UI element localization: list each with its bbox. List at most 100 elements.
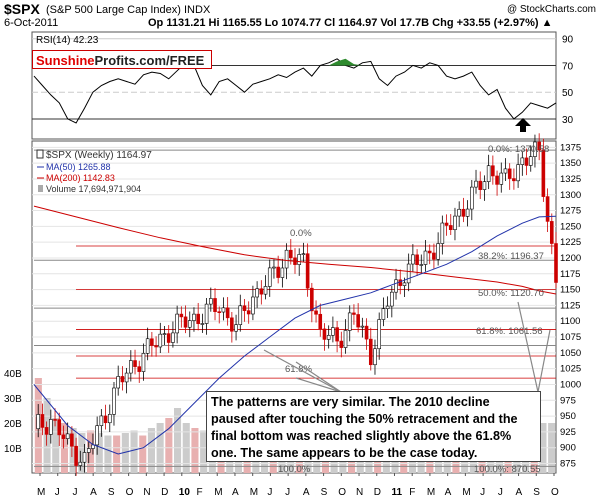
x-tick-label: S <box>321 487 328 498</box>
ma200-line <box>33 205 557 295</box>
volume-tick-label: 20B <box>4 419 22 430</box>
candle-body <box>196 313 200 324</box>
pointer-line-5 <box>537 329 551 393</box>
pointer-line-4 <box>517 301 539 393</box>
price-tick-label: 925 <box>560 427 576 438</box>
candle-body <box>470 186 474 210</box>
x-tick-label: S <box>108 487 115 498</box>
fib-label-382: 38.2%: 1196.37 <box>478 251 544 262</box>
rsi-line <box>33 58 557 124</box>
candle-body <box>305 253 310 289</box>
candle-body <box>246 310 251 315</box>
price-tick-label: 1200 <box>560 253 581 264</box>
candle-body <box>364 325 369 340</box>
x-tick-label: D <box>374 487 381 498</box>
candle-body <box>120 376 125 383</box>
candle-body <box>339 340 344 348</box>
rsi-legend: RSI(14) 42.23 <box>36 35 99 46</box>
rsi-ticks: 90 70 50 30 <box>562 35 574 126</box>
candle-body <box>86 448 91 453</box>
candle-body <box>129 360 133 374</box>
banner-part2: Profits.com/FREE <box>94 53 205 68</box>
candle-body <box>238 305 243 325</box>
price-stats: Op 1131.21 Hi 1165.55 Lo 1074.77 Cl 1164… <box>148 17 553 29</box>
volume-bar <box>78 433 86 473</box>
candle-body <box>154 345 158 348</box>
x-tick-label: F <box>197 487 203 498</box>
x-tick-label: S <box>533 487 540 498</box>
candle-body <box>314 310 318 315</box>
volume-bar <box>69 428 77 473</box>
legend-main: $SPX (Weekly) 1164.97 <box>46 150 152 161</box>
volume-bar <box>130 430 138 473</box>
volume-bar <box>113 435 121 473</box>
candle-body <box>112 387 116 415</box>
x-tick-label: J <box>72 487 77 498</box>
x-tick-label: N <box>356 487 363 498</box>
x-tick-label: J <box>267 487 272 498</box>
x-tick-label: A <box>516 487 523 498</box>
candle-body <box>461 208 466 217</box>
candle-body <box>453 215 457 231</box>
rsi-panel: 90 70 50 30 RSI(14) 42.23 <box>31 31 574 140</box>
x-tick-label: O <box>551 487 559 498</box>
candle-body <box>150 338 154 346</box>
candle-body <box>57 419 62 436</box>
candle-body <box>242 305 247 311</box>
price-tick-label: 1100 <box>560 316 580 327</box>
candle-body <box>200 323 205 325</box>
x-tick-label: M <box>427 487 435 498</box>
candle-body <box>297 254 302 265</box>
candle-body <box>49 419 53 435</box>
pointer-line-2 <box>295 361 342 393</box>
x-tick-label: J <box>285 487 290 498</box>
candle-body <box>495 175 499 185</box>
candle-body <box>545 196 550 222</box>
candle-body <box>187 320 192 328</box>
banner-part1: Sunshine <box>36 53 95 68</box>
candle-body <box>373 348 377 366</box>
candle-body <box>318 313 323 330</box>
x-ticks: M J J A S O N D 10 F M A M J J A S O N D 11 F M A M J J A S O <box>37 473 559 498</box>
candle-body <box>107 414 112 424</box>
volume-bar <box>95 433 103 473</box>
candle-body <box>549 221 554 244</box>
x-tick-label: D <box>161 487 168 498</box>
candle-body <box>486 165 491 182</box>
candle-body <box>284 249 289 269</box>
candle-body <box>347 312 352 331</box>
x-tick-label: N <box>143 487 150 498</box>
chart-date: 6-Oct-2011 <box>4 17 59 29</box>
legend-volume: Volume 17,694,971,904 <box>46 184 141 194</box>
x-tick-label: M <box>462 487 470 498</box>
symbol-name: (S&P 500 Large Cap Index) INDX <box>46 4 211 16</box>
candle-body <box>103 415 108 424</box>
sunshine-banner: SunshineProfits.com/FREE <box>32 50 212 69</box>
candle-body <box>474 180 478 188</box>
x-tick-label: A <box>445 487 452 498</box>
volume-bar <box>139 435 147 473</box>
candle-body <box>209 298 213 305</box>
price-tick-label: 900 <box>560 443 576 454</box>
candle-body <box>276 266 280 278</box>
candle-body <box>221 307 226 313</box>
x-tick-label: J <box>498 487 503 498</box>
candle-body <box>516 164 520 182</box>
candle-body <box>280 267 285 278</box>
fib-label-bottom: 100.0%: 870.55 <box>474 464 541 475</box>
legend-swatch-main <box>36 149 44 159</box>
legend-ma50: MA(50) 1265.88 <box>46 162 111 172</box>
candle-body <box>512 178 516 182</box>
candle-body <box>457 208 461 217</box>
candle-body <box>116 376 120 389</box>
candle-body <box>213 298 217 312</box>
candle-body <box>301 253 306 256</box>
price-tick-label: 1225 <box>560 237 581 248</box>
candle-body <box>533 141 537 157</box>
candle-body <box>162 333 167 335</box>
volume-bar <box>104 435 112 473</box>
x-tick-label: 10 <box>179 487 191 498</box>
candle-body <box>411 254 415 265</box>
fib-label-top: 0.0%: 1370.58 <box>488 144 549 155</box>
